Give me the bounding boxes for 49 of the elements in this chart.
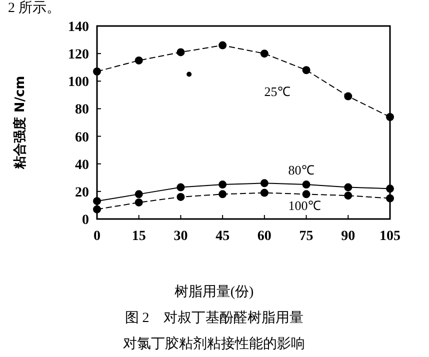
point bbox=[302, 190, 310, 198]
point bbox=[186, 72, 192, 77]
y-tick-label: 100 bbox=[68, 75, 89, 90]
x-tick-label: 75 bbox=[299, 229, 314, 244]
point bbox=[93, 205, 101, 214]
text: 对氯丁胶粘剂粘接性能的影响 bbox=[123, 336, 305, 352]
y-tick-label: 20 bbox=[75, 185, 89, 200]
point bbox=[260, 50, 268, 58]
point bbox=[134, 56, 143, 64]
point bbox=[176, 183, 185, 192]
point bbox=[260, 179, 268, 188]
x-tick-label: 15 bbox=[132, 229, 146, 244]
point bbox=[260, 188, 268, 197]
point bbox=[218, 41, 227, 50]
y-tick-label: 0 bbox=[82, 213, 89, 228]
point bbox=[344, 92, 352, 100]
text: 2 所示。 bbox=[8, 0, 60, 16]
point bbox=[134, 198, 143, 206]
x-tick-label: 90 bbox=[341, 229, 356, 244]
point bbox=[134, 190, 143, 198]
point bbox=[93, 67, 101, 76]
point bbox=[386, 112, 394, 121]
y-tick-label: 120 bbox=[68, 48, 89, 63]
series-label: 25℃ bbox=[264, 84, 290, 100]
y-axis-title: 粘合强度 N/cm bbox=[12, 76, 28, 170]
y-tick-label: 60 bbox=[75, 130, 89, 146]
point bbox=[93, 197, 101, 206]
point bbox=[386, 184, 394, 193]
x-tick-label: 0 bbox=[94, 229, 100, 244]
point bbox=[302, 66, 310, 74]
point bbox=[218, 180, 227, 189]
y-tick-label: 80 bbox=[75, 102, 89, 118]
y-tick-label: 40 bbox=[75, 158, 89, 173]
x-tick-label: 30 bbox=[174, 229, 188, 244]
point bbox=[386, 194, 394, 202]
series-label: 100℃ bbox=[288, 198, 321, 214]
caption: 图 2 对叔丁基酚醛树脂用量 bbox=[124, 310, 304, 326]
point bbox=[344, 183, 352, 192]
x-tick-label: 60 bbox=[257, 229, 272, 244]
point bbox=[176, 48, 185, 56]
x-tick-label: 45 bbox=[216, 229, 230, 244]
point bbox=[344, 192, 352, 200]
y-tick-label: 140 bbox=[68, 20, 89, 35]
x-axis-title: 树脂用量(份) bbox=[174, 284, 254, 300]
point bbox=[302, 180, 310, 189]
x-tick-label: 105 bbox=[380, 229, 400, 244]
series-label: 80℃ bbox=[288, 162, 314, 178]
point bbox=[218, 190, 227, 198]
point bbox=[176, 192, 185, 201]
